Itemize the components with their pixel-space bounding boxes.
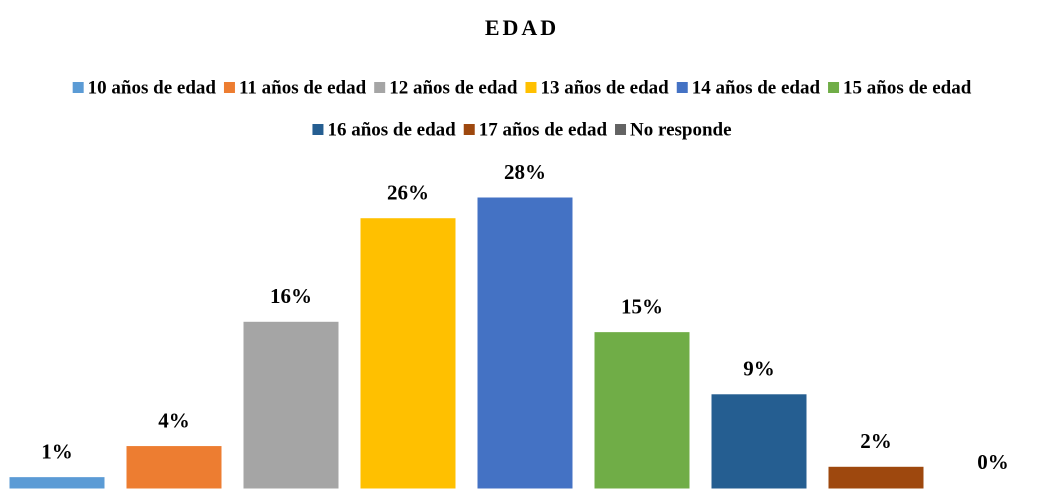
legend-swatch (374, 82, 386, 93)
bar (243, 321, 339, 489)
legend-label: 10 años de edad (88, 77, 217, 98)
legend-label: 14 años de edad (692, 77, 821, 98)
legend-label: 16 años de edad (327, 119, 456, 140)
value-label: 4% (158, 408, 190, 432)
value-label: 0% (977, 450, 1009, 474)
value-label: 26% (387, 181, 429, 205)
legend-label: 11 años de edad (239, 77, 367, 98)
legend-swatch (525, 82, 537, 93)
bar (126, 446, 222, 489)
legend-label: No responde (630, 119, 732, 140)
bar (594, 332, 690, 489)
bar (360, 218, 456, 489)
legend-label: 15 años de edad (843, 77, 972, 98)
bar (9, 477, 105, 489)
chart-title: EDAD (485, 15, 559, 40)
legend-label: 12 años de edad (389, 77, 518, 98)
bar (828, 466, 924, 489)
legend-swatch (72, 82, 84, 93)
legend-label: 13 años de edad (540, 77, 669, 98)
value-label: 1% (41, 439, 73, 463)
legend-label: 17 años de edad (479, 119, 608, 140)
value-label: 2% (860, 429, 892, 453)
legend-swatch (223, 82, 235, 93)
legend-swatch (828, 82, 840, 93)
legend-swatch (312, 124, 324, 135)
bar (477, 197, 573, 489)
value-label: 9% (743, 357, 775, 381)
legend-swatch (615, 124, 627, 135)
value-label: 28% (504, 160, 546, 184)
value-label: 15% (621, 294, 663, 318)
value-label: 16% (270, 284, 312, 308)
legend-swatch (676, 82, 688, 93)
bar (711, 394, 807, 489)
legend-swatch (463, 124, 475, 135)
